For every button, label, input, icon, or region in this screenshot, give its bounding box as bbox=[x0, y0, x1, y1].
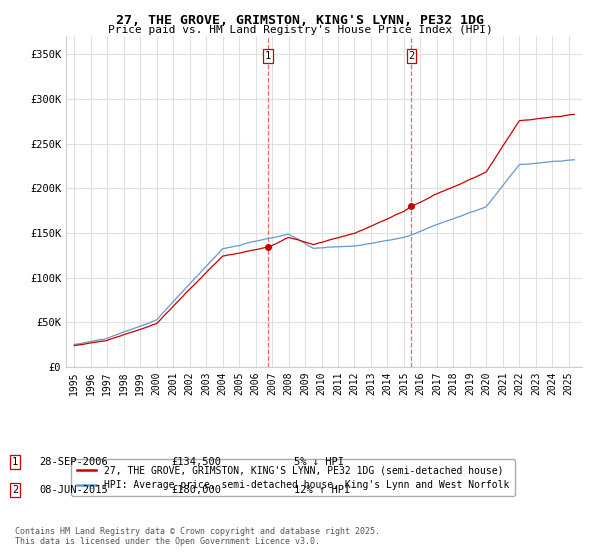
Legend: 27, THE GROVE, GRIMSTON, KING'S LYNN, PE32 1DG (semi-detached house), HPI: Avera: 27, THE GROVE, GRIMSTON, KING'S LYNN, PE… bbox=[71, 459, 515, 496]
Text: 2: 2 bbox=[12, 485, 18, 495]
Text: 27, THE GROVE, GRIMSTON, KING'S LYNN, PE32 1DG: 27, THE GROVE, GRIMSTON, KING'S LYNN, PE… bbox=[116, 14, 484, 27]
Text: Price paid vs. HM Land Registry's House Price Index (HPI): Price paid vs. HM Land Registry's House … bbox=[107, 25, 493, 35]
Text: £134,500: £134,500 bbox=[171, 457, 221, 467]
Text: 1: 1 bbox=[265, 51, 271, 61]
Text: 1: 1 bbox=[12, 457, 18, 467]
Text: 12% ↑ HPI: 12% ↑ HPI bbox=[294, 485, 350, 495]
Text: 08-JUN-2015: 08-JUN-2015 bbox=[39, 485, 108, 495]
Text: 28-SEP-2006: 28-SEP-2006 bbox=[39, 457, 108, 467]
Text: Contains HM Land Registry data © Crown copyright and database right 2025.
This d: Contains HM Land Registry data © Crown c… bbox=[15, 526, 380, 546]
Text: £180,000: £180,000 bbox=[171, 485, 221, 495]
Text: 2: 2 bbox=[408, 51, 415, 61]
Text: 5% ↓ HPI: 5% ↓ HPI bbox=[294, 457, 344, 467]
